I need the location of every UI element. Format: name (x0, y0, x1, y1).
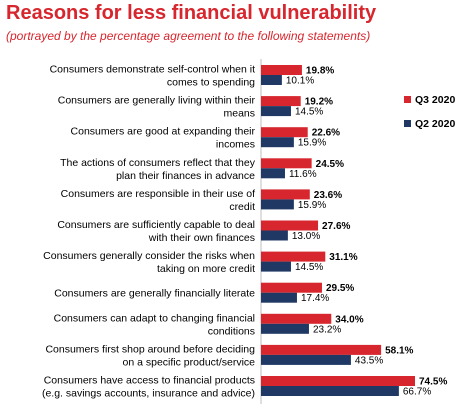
category-label: Consumers first shop around before decid… (45, 343, 255, 368)
bar-q3-2020 (261, 65, 302, 75)
bar-q3-2020 (261, 96, 301, 107)
data-label-q3-2020: 27.6% (322, 221, 350, 232)
data-label-q3-2020: 74.5% (419, 377, 447, 388)
category-label: Consumers are good at expanding their inc… (71, 126, 256, 151)
data-label-q3-2020: 23.6% (314, 190, 342, 201)
data-label-q2-2020: 13.0% (292, 231, 320, 242)
category-label: Consumers can adapt to changing financia… (54, 312, 255, 337)
bar-q3-2020 (261, 189, 310, 200)
bar-q3-2020 (261, 251, 326, 262)
bar-q2-2020 (261, 106, 291, 117)
data-label-q2-2020: 43.5% (355, 355, 383, 366)
bar-q3-2020 (261, 313, 332, 324)
bar-q2-2020 (261, 261, 291, 272)
bar-q2-2020 (261, 292, 297, 303)
category-label: Consumers are responsible in their use o… (61, 188, 255, 213)
bars-group: Consumers demonstrate self-control when … (42, 59, 447, 404)
data-label-q2-2020: 66.7% (403, 387, 431, 398)
category-label: Consumers are generally living within th… (58, 95, 256, 120)
bar-q3-2020 (261, 220, 319, 231)
legend-swatch (404, 120, 411, 127)
bar-q2-2020 (261, 199, 294, 210)
data-label-q3-2020: 58.1% (385, 345, 413, 356)
legend: Q3 2020 Q2 2020 (404, 94, 455, 130)
bar-q3-2020 (261, 282, 322, 293)
bar-q2-2020 (261, 354, 351, 365)
bar-q3-2020 (261, 344, 382, 355)
category-label: Consumers are generally financially lite… (54, 288, 255, 300)
data-label-q2-2020: 23.2% (313, 324, 341, 335)
category-label: Consumers generally consider the risks w… (43, 250, 255, 275)
data-label-q2-2020: 14.5% (295, 107, 323, 118)
legend-swatch (404, 96, 411, 103)
data-label-q3-2020: 22.6% (312, 128, 340, 139)
data-label-q3-2020: 29.5% (326, 283, 354, 294)
data-label-q2-2020: 15.9% (298, 200, 326, 211)
bar-q2-2020 (261, 168, 285, 179)
legend-label: Q2 2020 (415, 118, 455, 130)
data-label-q3-2020: 31.1% (329, 252, 357, 263)
data-label-q2-2020: 17.4% (301, 293, 329, 304)
data-label-q3-2020: 19.8% (306, 66, 334, 77)
data-label-q2-2020: 15.9% (298, 138, 326, 149)
chart-title: Reasons for less financial vulnerability (6, 2, 377, 24)
bar-q2-2020 (261, 75, 282, 85)
data-label-q3-2020: 19.2% (305, 97, 333, 108)
category-label: Consumers have access to financial produ… (42, 375, 255, 400)
data-label-q2-2020: 11.6% (289, 169, 317, 180)
category-label: Consumers are sufficiently capable to de… (57, 219, 255, 244)
data-label-q2-2020: 10.1% (286, 76, 314, 87)
legend-label: Q3 2020 (415, 94, 455, 106)
data-label-q3-2020: 24.5% (316, 159, 344, 170)
bar-q3-2020 (261, 376, 415, 386)
category-label: Consumers demonstrate self-control when … (50, 64, 256, 89)
bar-q2-2020 (261, 137, 294, 148)
bar-q3-2020 (261, 127, 308, 138)
bar-q2-2020 (261, 230, 288, 241)
data-label-q3-2020: 34.0% (335, 314, 363, 325)
bar-q2-2020 (261, 386, 399, 396)
chart-subtitle: (portrayed by the percentage agreement t… (6, 29, 371, 43)
category-label: The actions of consumers reflect that th… (60, 157, 256, 182)
bar-q3-2020 (261, 158, 312, 169)
bar-q2-2020 (261, 323, 309, 334)
data-label-q2-2020: 14.5% (295, 262, 323, 273)
